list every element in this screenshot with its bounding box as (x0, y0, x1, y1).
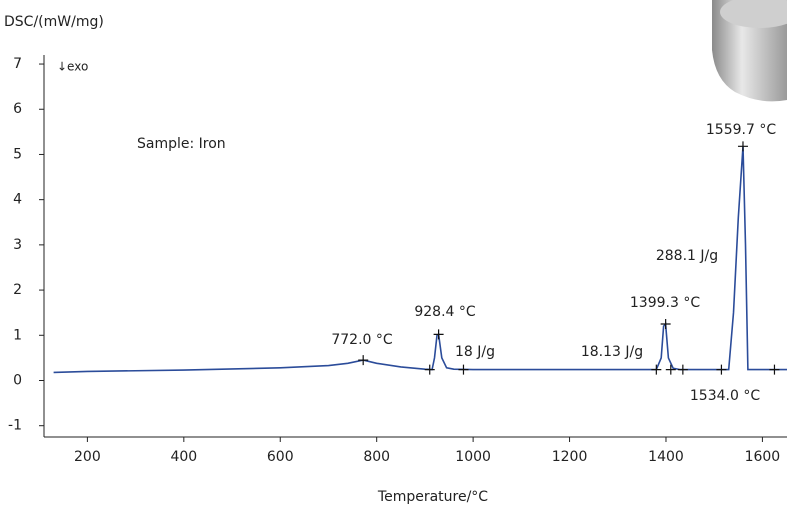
y-tick-label: 6 (13, 101, 22, 117)
x-tick-label: 400 (170, 449, 197, 465)
y-tick-label: -1 (8, 418, 22, 434)
annotation: 288.1 J/g (656, 248, 718, 264)
eval-marker (424, 364, 435, 375)
eval-marker (458, 364, 469, 375)
x-tick-label: 1600 (745, 449, 781, 465)
x-tick-label: 1000 (455, 449, 491, 465)
y-tick-label: 0 (13, 372, 22, 388)
y-tick-label: 3 (13, 237, 22, 253)
sample-label: Sample: Iron (137, 136, 226, 152)
eval-marker (716, 364, 727, 375)
eval-marker (358, 355, 369, 366)
annotation: 1559.7 °C (706, 122, 776, 138)
x-tick-label: 1400 (648, 449, 684, 465)
crucible-image (712, 0, 787, 102)
annotation: 928.4 °C (414, 304, 476, 320)
y-tick-label: 7 (13, 56, 22, 72)
eval-marker (433, 329, 444, 340)
x-tick-label: 200 (74, 449, 101, 465)
annotation: 772.0 °C (331, 332, 393, 348)
y-tick-label: 5 (13, 146, 22, 162)
x-tick-label: 1200 (552, 449, 588, 465)
annotation: 1399.3 °C (630, 295, 700, 311)
data-line (53, 146, 787, 374)
annotation: 1534.0 °C (690, 388, 760, 404)
y-tick-label: 1 (13, 327, 22, 343)
eval-marker (665, 364, 676, 375)
eval-marker (769, 364, 780, 375)
y-tick-label: 4 (13, 192, 22, 208)
x-axis-label: Temperature/°C (377, 489, 488, 505)
y-tick-label: 2 (13, 282, 22, 298)
x-tick-label: 800 (363, 449, 390, 465)
eval-marker (651, 364, 662, 375)
annotation: 18.13 J/g (581, 344, 643, 360)
x-tick-label: 600 (267, 449, 294, 465)
eval-marker (660, 318, 671, 329)
eval-marker (737, 141, 748, 152)
exo-label: ↓exo (57, 60, 88, 74)
annotation: 18 J/g (455, 344, 495, 360)
eval-marker (677, 364, 688, 375)
y-axis-label: DSC/(mW/mg) (4, 14, 104, 30)
